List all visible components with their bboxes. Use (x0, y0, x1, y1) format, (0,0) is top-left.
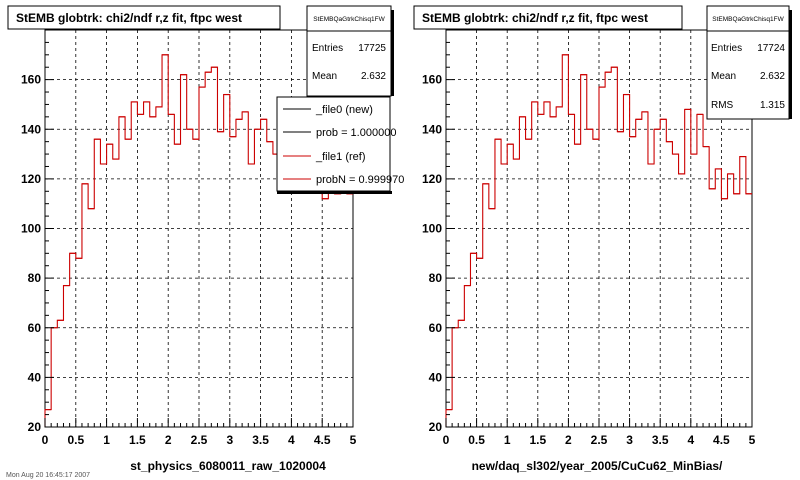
title-box (413, 5, 683, 30)
legend-shadow (277, 191, 392, 194)
stats-value-mean: 2.632 (361, 71, 386, 82)
histogram (445, 54, 752, 427)
x-tick-label: 3.5 (652, 433, 669, 447)
stats-box-frame (706, 5, 790, 120)
legend: _file0 (new) prob = 1.000000 _file1 (ref… (276, 96, 404, 194)
x-tick-label: 0 (443, 433, 450, 447)
y-tick-label: 140 (21, 122, 41, 136)
y-tick-label: 80 (28, 271, 42, 285)
legend-label-probN: probN = 0.999970 (316, 174, 404, 186)
y-tick-label: 160 (422, 73, 442, 87)
stats-value-mean: 2.632 (760, 71, 785, 82)
y-tick-label: 20 (429, 420, 443, 434)
x-tick-label: 0.5 (468, 433, 485, 447)
y-tick-label: 100 (21, 222, 41, 236)
x-tick-label: 2.5 (591, 433, 608, 447)
x-tick-label: 3.5 (252, 433, 269, 447)
stats-box: StEMBQaGtrkChisq1FW Entries 17725 Mean 2… (306, 5, 394, 97)
stats-name: StEMBQaGtrkChisq1FW (313, 16, 385, 23)
x-tick-label: 3 (226, 433, 233, 447)
stats-value-entries: 17725 (358, 43, 386, 54)
stats-box-shadow (789, 10, 792, 119)
legend-label-ref: _file1 (ref) (315, 151, 366, 163)
y-tick-label: 100 (422, 222, 442, 236)
x-tick-label: 5 (350, 433, 357, 447)
y-tick-label: 60 (429, 321, 443, 335)
x-tick-label: 1 (103, 433, 110, 447)
x-tick-label: 4.5 (314, 433, 331, 447)
x-tick-label: 2.5 (191, 433, 208, 447)
stats-label-entries: Entries (711, 43, 742, 54)
x-tick-label: 1.5 (529, 433, 546, 447)
title-box (7, 5, 281, 30)
legend-label-new: _file0 (new) (315, 104, 373, 116)
stats-box: StEMBQaGtrkChisq1FW Entries 17724 Mean 2… (706, 5, 792, 120)
x-tick-label: 5 (749, 433, 756, 447)
x-tick-label: 0.5 (67, 433, 84, 447)
x-tick-label: 2 (165, 433, 172, 447)
axes: 0 0.5 1 1.5 2 2.5 3 3.5 4 4.5 5 20 40 60 80 100 120 140 16… (21, 41, 357, 447)
y-tick-label: 60 (28, 321, 42, 335)
stats-box-shadow (391, 10, 394, 96)
x-tick-label: 4.5 (713, 433, 730, 447)
footer-timestamp: Mon Aug 20 16:45:17 2007 (6, 472, 90, 479)
stats-name: StEMBQaGtrkChisq1FW (712, 16, 784, 23)
x-axis-label: st_physics_6080011_raw_1020004 (130, 459, 326, 473)
grid (446, 30, 752, 427)
stats-label-rms: RMS (711, 100, 734, 111)
stats-label-mean: Mean (711, 71, 736, 82)
y-tick-label: 40 (429, 370, 443, 384)
x-tick-label: 4 (687, 433, 694, 447)
x-axis-label: new/daq_sl302/year_2005/CuCu62_MinBias/ (472, 459, 723, 473)
y-tick-label: 40 (28, 370, 42, 384)
y-tick-label: 20 (28, 420, 42, 434)
left-histogram-panel: StEMB globtrk: chi2/ndf r,z fit, ftpc we… (7, 5, 404, 473)
x-tick-label: 0 (42, 433, 49, 447)
stats-label-entries: Entries (312, 43, 343, 54)
plot-title: StEMB globtrk: chi2/ndf r,z fit, ftpc we… (422, 11, 648, 25)
y-tick-label: 120 (422, 172, 442, 186)
legend-label-prob: prob = 1.000000 (316, 127, 396, 139)
x-tick-label: 1.5 (129, 433, 146, 447)
x-tick-label: 3 (626, 433, 633, 447)
y-tick-label: 160 (21, 73, 41, 87)
legend-frame (276, 96, 391, 192)
y-tick-label: 80 (429, 271, 443, 285)
y-tick-label: 120 (21, 172, 41, 186)
plot-title: StEMB globtrk: chi2/ndf r,z fit, ftpc we… (16, 11, 242, 25)
stats-value-rms: 1.315 (760, 100, 785, 111)
x-tick-label: 1 (504, 433, 511, 447)
x-tick-label: 4 (288, 433, 295, 447)
y-tick-label: 140 (422, 122, 442, 136)
stats-label-mean: Mean (312, 71, 337, 82)
right-histogram-panel: StEMB globtrk: chi2/ndf r,z fit, ftpc we… (413, 5, 792, 473)
stats-value-entries: 17724 (757, 43, 785, 54)
axes: 0 0.5 1 1.5 2 2.5 3 3.5 4 4.5 5 20 40 60 80 100 120 140 16… (422, 41, 756, 447)
x-tick-label: 2 (565, 433, 572, 447)
